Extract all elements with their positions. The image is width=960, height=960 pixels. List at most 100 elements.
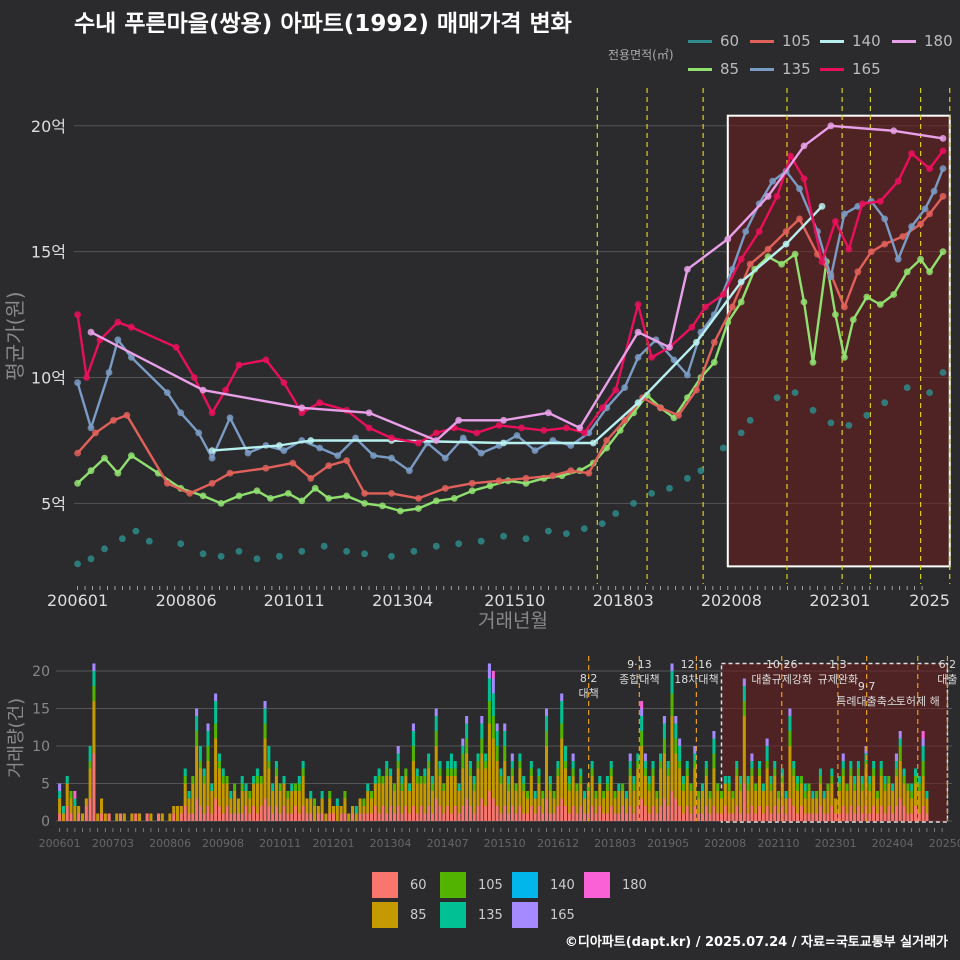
- bar-segment-85: [400, 791, 404, 814]
- data-point-85: [841, 354, 848, 361]
- bar-segment-85: [267, 768, 271, 806]
- bar-segment-85: [662, 753, 666, 799]
- y-axis-title: 거래량(건): [6, 698, 27, 778]
- bar-segment-85: [571, 776, 575, 806]
- bar-segment-105: [875, 791, 879, 799]
- bar-segment-105: [742, 701, 746, 716]
- bar-segment-85: [811, 798, 815, 814]
- bar-segment-85: [255, 783, 259, 814]
- bar-segment-85: [351, 806, 355, 814]
- bar-segment-180: [491, 671, 495, 679]
- bar-segment-85: [879, 776, 883, 806]
- bar-segment-135: [244, 783, 248, 791]
- data-point-60: [791, 389, 799, 396]
- data-point-180: [827, 122, 835, 130]
- legend-box: [512, 872, 538, 898]
- bar-segment-60: [590, 806, 594, 821]
- data-point-105: [468, 479, 476, 487]
- data-point-165: [908, 150, 915, 157]
- data-point-60: [612, 510, 620, 517]
- policy-label: 토허제 해: [896, 694, 940, 708]
- bar-segment-135: [636, 753, 640, 761]
- bar-segment-85: [742, 716, 746, 784]
- bar-segment-60: [134, 813, 138, 821]
- data-point-105: [926, 210, 933, 218]
- data-point-105: [841, 303, 848, 311]
- bar-segment-60: [229, 813, 233, 821]
- x-tick-label: 200703: [92, 837, 134, 850]
- data-point-135: [370, 452, 377, 459]
- bar-segment-85: [263, 738, 267, 799]
- bar-segment-60: [389, 806, 393, 821]
- bar-segment-105: [636, 761, 640, 769]
- bar-segment-165: [491, 678, 495, 694]
- bar-segment-60: [883, 813, 887, 821]
- bar-segment-85: [674, 753, 678, 799]
- x-axis-title: 거래년월: [478, 610, 548, 632]
- bar-segment-60: [305, 813, 309, 821]
- data-point-180: [365, 409, 373, 417]
- bar-segment-85: [88, 768, 92, 799]
- bar-segment-85: [681, 791, 685, 814]
- data-point-165: [114, 318, 122, 326]
- data-point-105: [226, 469, 234, 477]
- bar-segment-105: [259, 776, 263, 784]
- legend-swatch: [820, 40, 844, 43]
- bar-segment-135: [701, 783, 705, 791]
- x-tick-label: 202008: [701, 591, 762, 610]
- bar-segment-135: [377, 768, 381, 776]
- bar-segment-60: [465, 798, 469, 821]
- bar-segment-105: [484, 761, 488, 769]
- legend-swatch: [892, 40, 916, 43]
- bar-segment-135: [453, 761, 457, 769]
- bar-segment-60: [647, 813, 651, 821]
- data-point-105: [867, 248, 875, 256]
- data-point-165: [580, 429, 588, 437]
- bar-segment-60: [849, 806, 853, 821]
- bar-segment-105: [655, 791, 659, 799]
- bar-segment-60: [914, 806, 918, 821]
- bar-segment-135: [773, 761, 777, 769]
- data-point-135: [513, 432, 521, 439]
- bar-segment-85: [921, 776, 925, 806]
- bar-segment-135: [297, 776, 301, 784]
- y-tick-label: 20억: [31, 117, 66, 136]
- data-point-180: [199, 386, 207, 394]
- bar-segment-60: [830, 806, 834, 821]
- bar-segment-60: [894, 806, 898, 821]
- bar-segment-165: [495, 723, 499, 731]
- bar-segment-85: [214, 738, 218, 799]
- bar-segment-105: [769, 783, 773, 791]
- bar-segment-105: [560, 723, 564, 739]
- bar-segment-105: [727, 783, 731, 791]
- data-point-85: [832, 311, 839, 318]
- data-point-165: [634, 301, 642, 308]
- bar-segment-85: [487, 723, 491, 791]
- data-point-60: [719, 444, 727, 452]
- bar-segment-135: [723, 776, 727, 784]
- bar-segment-60: [662, 798, 666, 821]
- bar-segment-105: [621, 783, 625, 791]
- bar-segment-60: [255, 813, 259, 821]
- data-point-60: [298, 547, 306, 555]
- bar-segment-85: [925, 798, 929, 814]
- bar-segment-60: [434, 798, 438, 821]
- data-point-85: [127, 452, 135, 459]
- bar-segment-105: [503, 746, 507, 761]
- data-point-105: [110, 416, 117, 424]
- bar-segment-85: [670, 716, 674, 791]
- bar-segment-85: [423, 783, 427, 814]
- data-point-135: [921, 205, 929, 213]
- bar-segment-85: [856, 776, 860, 806]
- bar-segment-60: [202, 813, 206, 821]
- bar-segment-85: [305, 798, 309, 814]
- bar-segment-135: [263, 708, 267, 724]
- bar-segment-85: [864, 768, 868, 806]
- bar-segment-135: [735, 761, 739, 769]
- data-point-165: [415, 439, 422, 447]
- data-point-165: [222, 386, 230, 394]
- bar-segment-85: [69, 798, 73, 814]
- bar-segment-85: [248, 798, 252, 814]
- bar-segment-105: [670, 693, 674, 716]
- legend-swatch: [750, 68, 774, 71]
